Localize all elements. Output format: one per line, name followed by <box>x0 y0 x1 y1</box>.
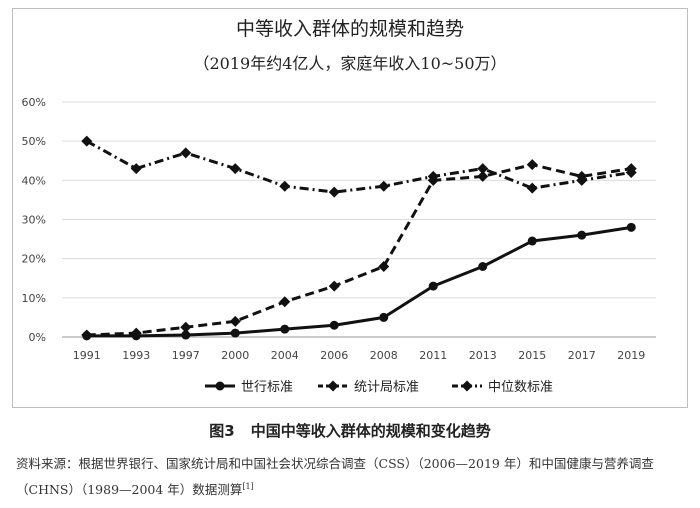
data-point <box>130 327 142 339</box>
figure-caption: 图3 中国中等收入群体的规模和变化趋势 <box>0 420 700 441</box>
legend-label: 中位数标准 <box>488 380 553 395</box>
x-tick-label: 1997 <box>172 349 200 362</box>
x-tick-label: 1993 <box>122 349 150 362</box>
data-point <box>229 315 241 327</box>
data-point <box>526 159 538 171</box>
data-point <box>477 163 489 175</box>
legend-marker <box>461 380 473 392</box>
chart-title: 中等收入群体的规模和趋势 <box>235 18 464 40</box>
legend-label: 统计局标准 <box>354 380 419 395</box>
source-reference: [1] <box>242 482 254 491</box>
chart-subtitle: （2019年约4亿人，家庭年收入10~50万） <box>193 54 507 73</box>
data-point <box>279 180 291 192</box>
series-1 <box>82 222 636 341</box>
figure-caption-text: 中国中等收入群体的规模和变化趋势 <box>250 422 491 440</box>
x-tick-label: 2008 <box>370 349 398 362</box>
figure-number: 图3 <box>209 422 235 440</box>
y-tick-label: 60% <box>22 96 46 109</box>
data-point <box>180 147 192 159</box>
data-point <box>478 262 488 271</box>
data-point <box>329 320 339 330</box>
y-tick-label: 40% <box>22 174 46 187</box>
data-point <box>378 180 390 192</box>
data-point <box>230 328 240 338</box>
series-2 <box>81 159 637 341</box>
x-tick-label: 2017 <box>568 349 596 362</box>
series-line <box>86 163 632 337</box>
source-text: 资料来源：根据世界银行、国家统计局和中国社会状况综合调查（CSS）（2006—2… <box>16 456 654 498</box>
data-point <box>427 170 439 182</box>
data-point <box>279 296 291 308</box>
data-point <box>81 135 93 147</box>
data-point <box>81 329 93 341</box>
y-tick-label: 30% <box>22 214 46 227</box>
series-line <box>86 225 632 338</box>
data-point <box>328 186 340 198</box>
data-point <box>576 174 588 186</box>
x-tick-label: 2000 <box>221 349 249 362</box>
data-point <box>477 170 489 182</box>
x-tick-label: 2019 <box>617 349 645 362</box>
legend-label: 世行标准 <box>241 380 293 395</box>
legend-marker <box>327 380 339 392</box>
x-tick-label: 2004 <box>271 349 299 362</box>
x-tick-label: 2011 <box>419 349 447 362</box>
source-note: 资料来源：根据世界银行、国家统计局和中国社会状况综合调查（CSS）（2006—2… <box>16 452 688 501</box>
data-point <box>328 280 340 292</box>
legend-marker <box>215 381 225 391</box>
data-point <box>378 261 390 272</box>
data-point <box>229 163 241 175</box>
data-point <box>280 324 290 334</box>
y-tick-label: 20% <box>22 253 46 266</box>
x-tick-label: 1991 <box>73 349 101 362</box>
series-line <box>86 139 632 194</box>
data-point <box>130 163 142 175</box>
data-point <box>577 230 587 240</box>
data-point <box>526 182 538 194</box>
y-tick-label: 50% <box>22 135 46 148</box>
chart-frame <box>12 8 688 408</box>
data-point <box>180 321 192 333</box>
data-point <box>428 281 438 291</box>
x-tick-label: 2015 <box>518 349 546 362</box>
data-point <box>379 312 389 322</box>
data-point <box>527 236 537 246</box>
x-tick-label: 2006 <box>320 349 348 362</box>
legend: 世行标准 统计局标准 中位数标准 <box>205 380 553 395</box>
data-point <box>626 222 636 232</box>
data-point <box>625 167 637 178</box>
series-3 <box>81 135 637 198</box>
y-tick-label: 10% <box>22 292 46 305</box>
line-chart: 0% 10% 20% 30% 40% 50% 60% 1991 1993 1997 2000 2004… <box>22 96 656 395</box>
x-tick-label: 2013 <box>469 349 497 362</box>
data-point <box>181 330 191 340</box>
y-tick-label: 0% <box>29 331 46 344</box>
